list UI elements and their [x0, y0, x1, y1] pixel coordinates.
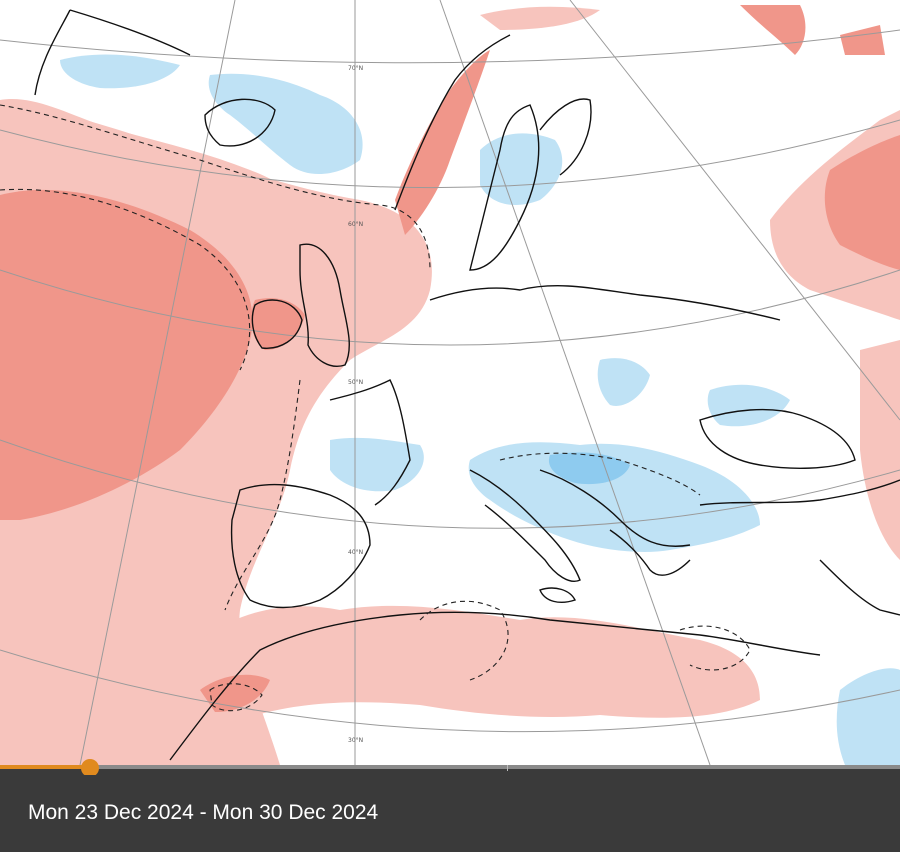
- timeline-tick: [507, 765, 508, 771]
- graticule: [0, 0, 900, 765]
- coast-north-africa: [169, 611, 821, 761]
- coast-france: [329, 379, 411, 506]
- lat-label-70: 70°N: [348, 65, 363, 72]
- coast-greenland: [34, 9, 191, 96]
- cold-anomaly-iceland: [208, 73, 363, 175]
- lat-label-30: 30°N: [348, 737, 363, 744]
- lat-label-60: 60°N: [348, 221, 363, 228]
- coast-italy: [469, 469, 581, 582]
- anomaly-contours: [0, 104, 751, 712]
- date-range-label: Mon 23 Dec 2024 - Mon 30 Dec 2024: [28, 801, 379, 824]
- coast-ireland: [251, 299, 303, 349]
- coast-norway: [394, 34, 511, 211]
- coastlines: [34, 9, 900, 761]
- caption-bar: Mon 23 Dec 2024 - Mon 30 Dec 2024: [0, 775, 900, 852]
- warm-anomaly-russia-core: [824, 135, 900, 270]
- coast-europe-north: [429, 285, 781, 321]
- lat-label-40: 40°N: [348, 549, 363, 556]
- map-canvas: 70°N 60°N 50°N 40°N 30°N: [0, 0, 900, 765]
- warm-anomaly-arctic-3: [840, 25, 885, 55]
- warm-anomaly-norway: [395, 50, 490, 235]
- lat-label-50: 50°N: [348, 379, 363, 386]
- coast-mideast: [819, 559, 900, 616]
- cold-anomaly-southeast: [836, 668, 900, 765]
- coast-blacksea: [699, 408, 856, 469]
- coast-iceland: [204, 98, 276, 147]
- coast-finland: [539, 98, 592, 176]
- coast-britain: [299, 243, 350, 367]
- cold-anomaly-ukraine: [707, 384, 790, 427]
- coast-turkey: [699, 479, 900, 506]
- timeline-handle[interactable]: [81, 759, 99, 777]
- coast-greece: [609, 529, 691, 576]
- warm-anomaly-north: [0, 99, 307, 230]
- anomaly-map: 70°N 60°N 50°N 40°N 30°N: [0, 0, 900, 765]
- warm-anomaly-atlantic-core: [0, 189, 253, 520]
- coast-sweden: [469, 104, 540, 271]
- warm-anomaly-ireland: [251, 298, 305, 350]
- cold-anomaly-greenland: [60, 54, 180, 89]
- timeline-progress: [0, 765, 90, 769]
- timeline-slider[interactable]: [0, 759, 900, 777]
- cold-anomaly-france: [330, 437, 424, 492]
- warm-anomaly-east: [860, 340, 900, 560]
- cold-anomaly-scandinavia: [480, 133, 563, 205]
- warm-anomaly-north-africa: [200, 605, 760, 722]
- coast-balkans: [539, 469, 691, 547]
- warm-anomaly-morocco: [200, 674, 270, 712]
- coast-iberia: [230, 483, 371, 609]
- warm-anomaly-arctic-2: [740, 5, 806, 55]
- warm-anomaly-arctic: [480, 6, 600, 30]
- coast-sicily: [539, 587, 576, 603]
- cold-anomaly-balkans-core: [548, 452, 630, 485]
- graticule-labels: 70°N 60°N 50°N 40°N 30°N: [348, 65, 363, 744]
- cold-anomaly-balkans: [468, 442, 760, 552]
- cold-anomaly-central: [597, 358, 650, 406]
- timeline-track[interactable]: [0, 765, 900, 769]
